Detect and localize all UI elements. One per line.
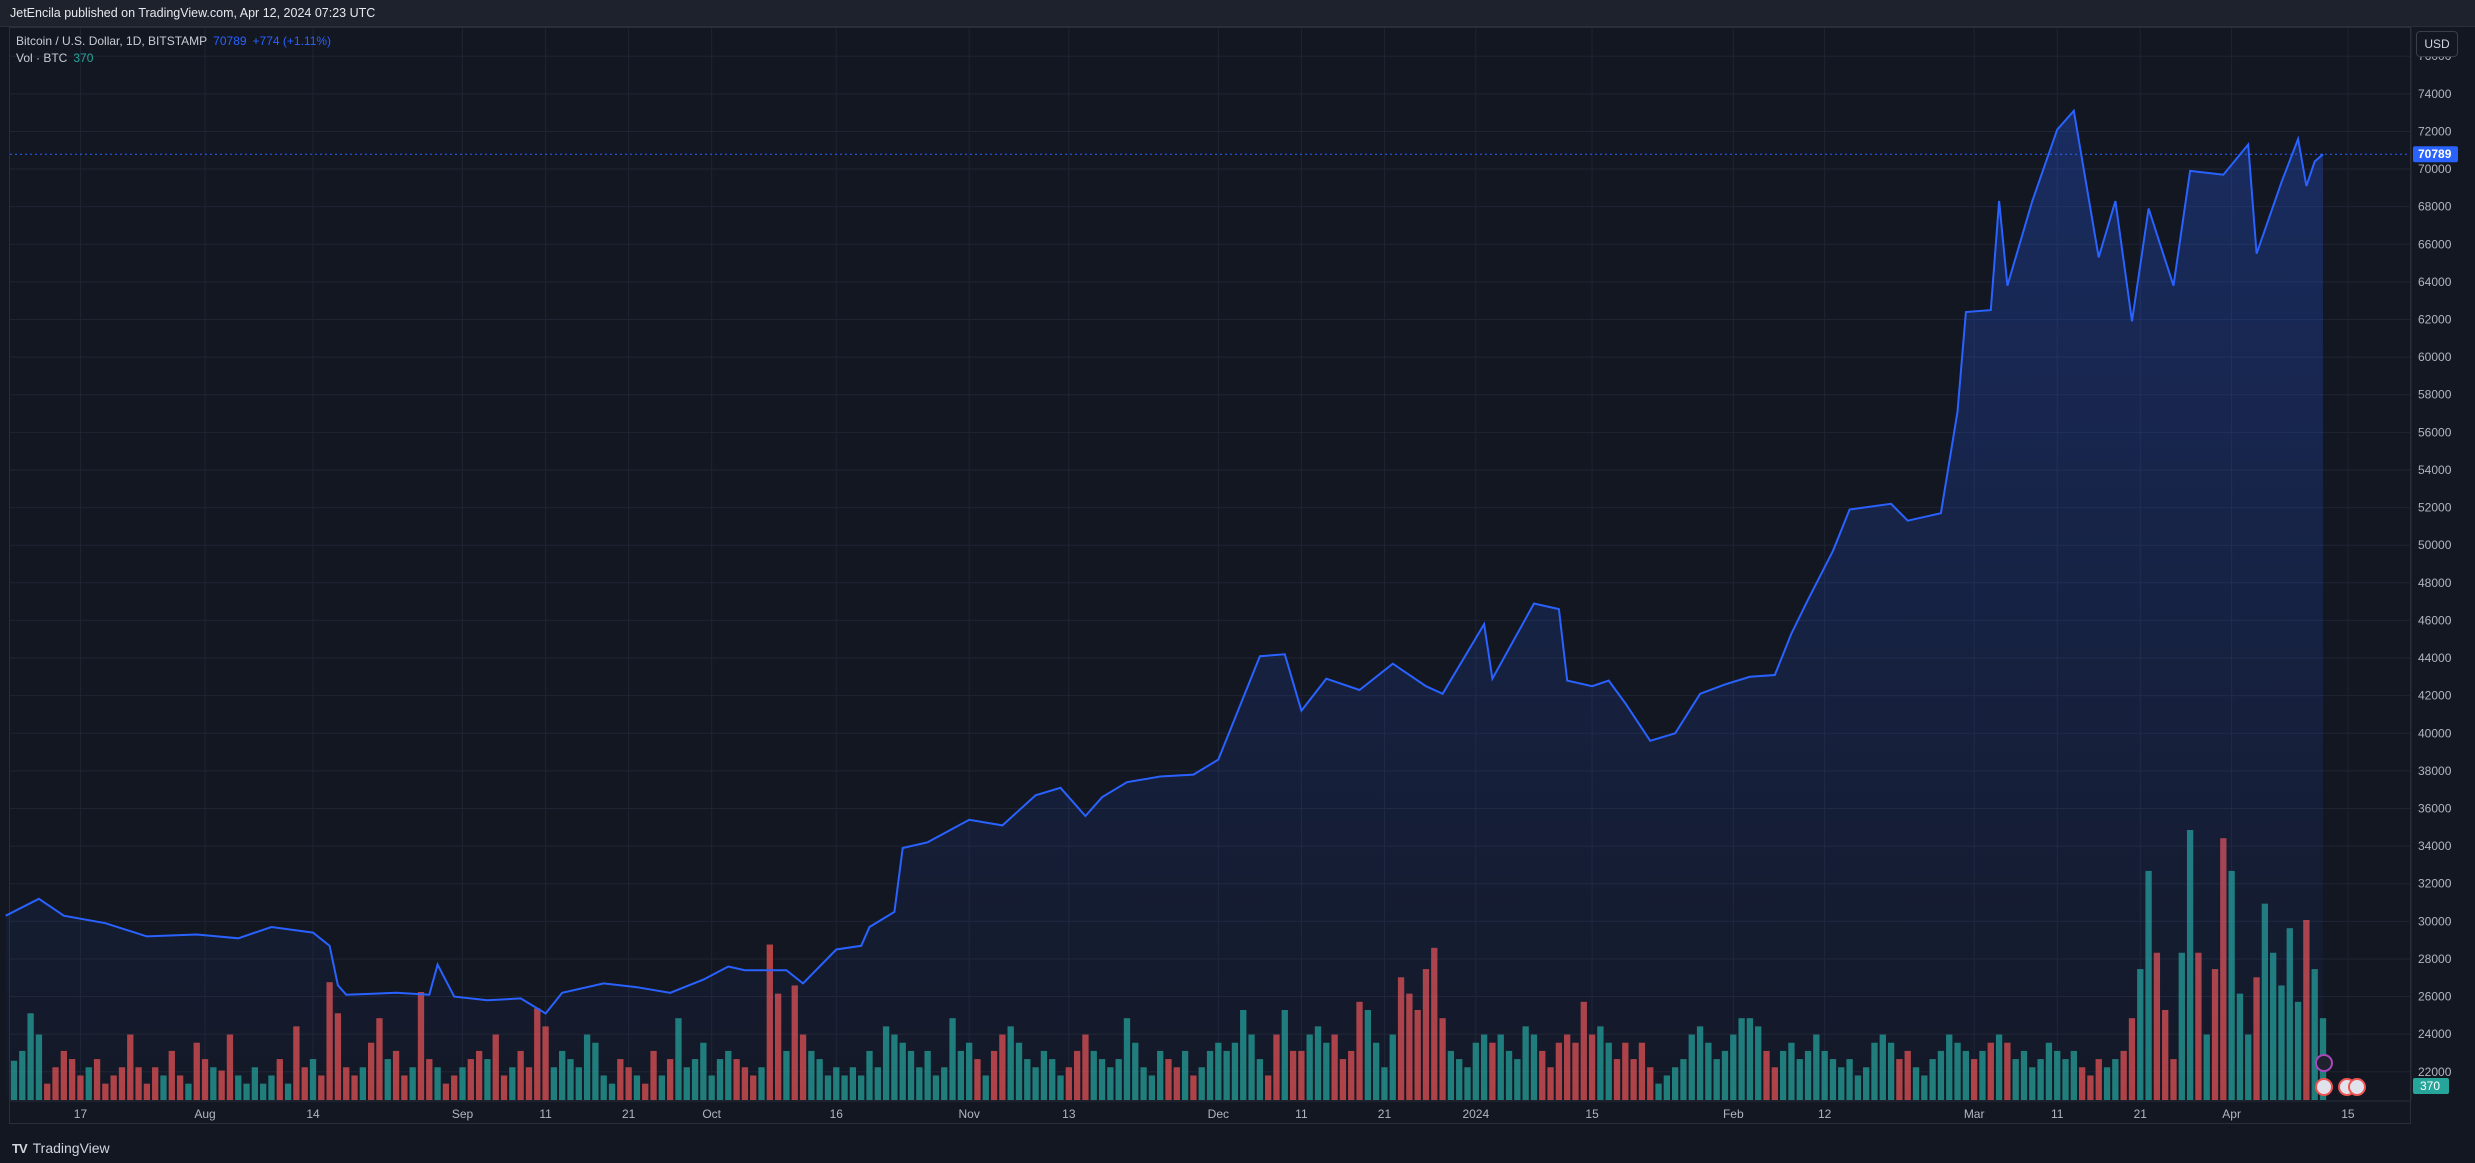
- last-price-text: 70789: [2418, 147, 2452, 161]
- x-tick-label: 15: [1585, 1107, 1599, 1121]
- legend-change: +774 (+1.11%): [252, 34, 332, 48]
- y-tick-label: 54000: [2418, 463, 2452, 477]
- y-tick-label: 36000: [2418, 801, 2452, 815]
- x-tick-label: 12: [1818, 1107, 1832, 1121]
- x-tick-label: 16: [830, 1107, 844, 1121]
- price-axis[interactable]: 22000 24000 26000 28000 30000 32000 34000 36000…: [2410, 28, 2452, 1100]
- x-tick-label: Apr: [2222, 1107, 2241, 1121]
- y-tick-label: 28000: [2418, 952, 2452, 966]
- y-tick-label: 42000: [2418, 689, 2452, 703]
- y-tick-label: 66000: [2418, 237, 2452, 251]
- x-tick-label: 21: [2134, 1107, 2148, 1121]
- x-tick-label: Feb: [1723, 1107, 1744, 1121]
- tradingview-logo-icon: TV: [12, 1140, 28, 1156]
- x-tick-label: 11: [539, 1107, 552, 1121]
- event-flag-icon: [2315, 1078, 2333, 1096]
- legend-volume: 370: [73, 51, 94, 65]
- x-tick-label: 2024: [1462, 1107, 1489, 1121]
- y-tick-label: 50000: [2418, 538, 2452, 552]
- y-tick-label: 40000: [2418, 726, 2452, 740]
- y-tick-label: 44000: [2418, 651, 2452, 665]
- x-tick-label: Aug: [194, 1107, 215, 1121]
- y-tick-label: 24000: [2418, 1027, 2452, 1041]
- y-tick-label: 70000: [2418, 162, 2452, 176]
- x-tick-label: 13: [1062, 1107, 1076, 1121]
- y-tick-label: 32000: [2418, 877, 2452, 891]
- publish-bar: JetEncila published on TradingView.com, …: [0, 0, 2475, 27]
- brand-name: TradingView: [32, 1140, 110, 1156]
- footer: [0, 1134, 2475, 1163]
- chart-legend: Bitcoin / U.S. Dollar, 1D, BITSTAMP 70789…: [16, 33, 331, 67]
- time-axis[interactable]: 17 Aug 14 Sep 11 21 Oct 16 Nov 13 Dec 11 21 2024 15 Feb…: [10, 1100, 2410, 1121]
- x-tick-label: 17: [74, 1107, 88, 1121]
- volume-title[interactable]: Vol · BTC: [16, 51, 68, 65]
- y-tick-label: 64000: [2418, 275, 2452, 289]
- y-tick-label: 74000: [2418, 87, 2452, 101]
- y-tick-label: 60000: [2418, 350, 2452, 364]
- y-tick-label: 62000: [2418, 313, 2452, 327]
- price-line: [5, 108, 2324, 1015]
- last-volume-text: 370: [2420, 1079, 2440, 1093]
- y-tick-label: 48000: [2418, 576, 2452, 590]
- x-tick-label: 21: [1378, 1107, 1392, 1121]
- price-area: [5, 110, 2324, 1101]
- y-tick-label: 68000: [2418, 200, 2452, 214]
- y-tick-label: 56000: [2418, 425, 2452, 439]
- currency-button[interactable]: USD: [2416, 31, 2458, 57]
- symbol-title[interactable]: Bitcoin / U.S. Dollar, 1D, BITSTAMP: [16, 34, 208, 48]
- y-tick-label: 46000: [2418, 613, 2452, 627]
- last-volume-badge: [2413, 1078, 2449, 1094]
- y-tick-label: 38000: [2418, 764, 2452, 778]
- x-tick-label: 11: [1295, 1107, 1308, 1121]
- y-tick-label: 22000: [2418, 1065, 2452, 1079]
- y-tick-label: 58000: [2418, 388, 2452, 402]
- y-tick-label: 34000: [2418, 839, 2452, 853]
- legend-price: 70789: [213, 34, 247, 48]
- x-tick-label: Dec: [1208, 1107, 1229, 1121]
- tradingview-brand[interactable]: TV TradingView: [12, 1140, 110, 1156]
- y-tick-label: 72000: [2418, 124, 2452, 138]
- last-price-badge: [2413, 146, 2458, 163]
- axis-badges: 70789 370: [2315, 146, 2458, 1096]
- x-tick-label: Sep: [452, 1107, 474, 1121]
- x-tick-label: 21: [622, 1107, 636, 1121]
- event-flash-icon: [2315, 1054, 2333, 1072]
- x-tick-label: Oct: [702, 1107, 721, 1121]
- y-tick-label: 52000: [2418, 501, 2452, 515]
- x-tick-label: 14: [306, 1107, 320, 1121]
- publish-info: JetEncila published on TradingView.com, …: [10, 6, 376, 20]
- x-tick-label: Nov: [958, 1107, 979, 1121]
- x-tick-label: 15: [2341, 1107, 2355, 1121]
- x-tick-label: Mar: [1964, 1107, 1985, 1121]
- x-tick-label: 11: [2051, 1107, 2064, 1121]
- event-flag-icon: [2348, 1078, 2366, 1096]
- y-tick-label: 26000: [2418, 990, 2452, 1004]
- y-tick-label: 30000: [2418, 914, 2452, 928]
